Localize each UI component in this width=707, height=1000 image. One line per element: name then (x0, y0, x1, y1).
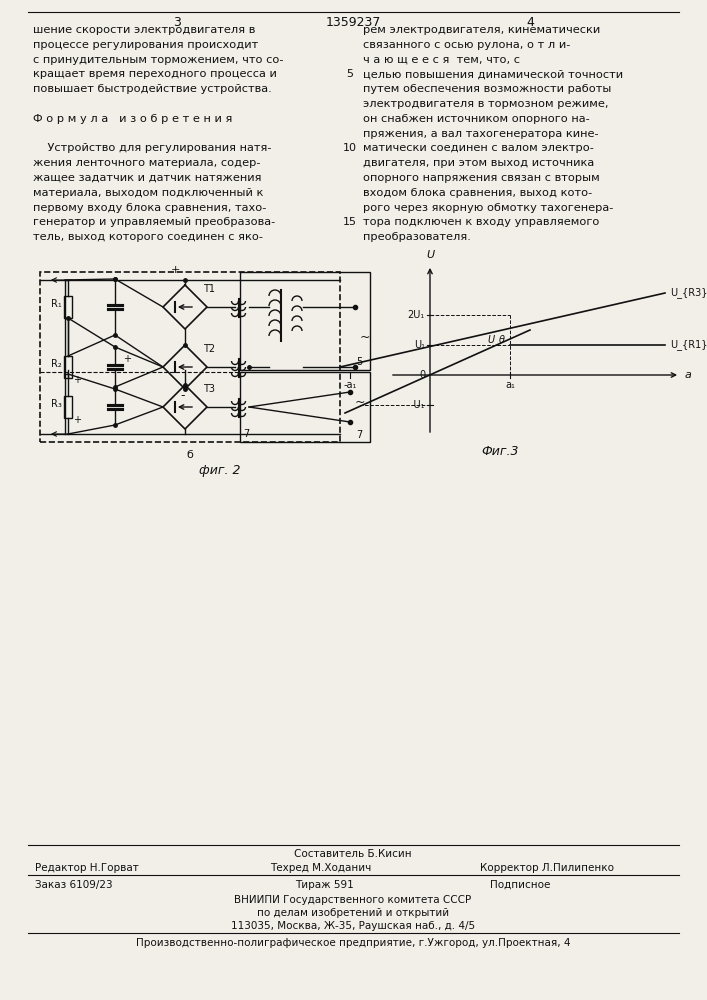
Text: 7: 7 (243, 429, 250, 439)
Text: Устройство для регулирования натя-: Устройство для регулирования натя- (33, 143, 271, 153)
Text: -: - (181, 389, 185, 402)
Text: R₂: R₂ (51, 359, 62, 369)
Text: ВНИИПИ Государственного комитета СССР: ВНИИПИ Государственного комитета СССР (235, 895, 472, 905)
Text: с принудительным торможением, что со-: с принудительным торможением, что со- (33, 55, 284, 65)
Bar (40, 272, 340, 442)
Text: он снабжен источником опорного на-: он снабжен источником опорного на- (363, 114, 590, 124)
Text: Фиг.3: Фиг.3 (481, 445, 519, 458)
Text: 0: 0 (419, 370, 425, 380)
Text: 5: 5 (356, 357, 362, 367)
Text: целью повышения динамической точности: целью повышения динамической точности (363, 69, 623, 79)
Text: R₃: R₃ (51, 399, 62, 409)
Text: U_θ: U_θ (487, 334, 505, 345)
Text: рем электродвигателя, кинематически: рем электродвигателя, кинематически (363, 25, 600, 35)
Text: а: а (685, 370, 692, 380)
Text: U_{R3}: U_{R3} (670, 288, 707, 298)
Bar (64, 356, 72, 378)
Text: ~: ~ (355, 395, 366, 408)
Text: входом блока сравнения, выход кото-: входом блока сравнения, выход кото- (363, 188, 592, 198)
Text: T1: T1 (203, 284, 215, 294)
Text: Производственно-полиграфическое предприятие, г.Ужгород, ул.Проектная, 4: Производственно-полиграфическое предприя… (136, 938, 571, 948)
Text: электродвигателя в тормозном режиме,: электродвигателя в тормозном режиме, (363, 99, 609, 109)
Text: матически соединен с валом электро-: матически соединен с валом электро- (363, 143, 594, 153)
Text: тель, выход которого соединен с яко-: тель, выход которого соединен с яко- (33, 232, 263, 242)
Text: Редактор Н.Горват: Редактор Н.Горват (35, 863, 139, 873)
Text: Корректор Л.Пилипенко: Корректор Л.Пилипенко (480, 863, 614, 873)
Text: +: + (73, 375, 81, 385)
Text: +: + (170, 265, 180, 275)
Text: T3: T3 (203, 384, 215, 394)
Text: +: + (123, 354, 131, 364)
Text: Ф о р м у л а   и з о б р е т е н и я: Ф о р м у л а и з о б р е т е н и я (33, 114, 233, 124)
Text: T2: T2 (203, 344, 215, 354)
Text: 4: 4 (526, 16, 534, 29)
Text: -U₁: -U₁ (411, 400, 425, 410)
Bar (64, 296, 72, 318)
Text: процессе регулирования происходит: процессе регулирования происходит (33, 40, 258, 50)
Text: шение скорости электродвигателя в: шение скорости электродвигателя в (33, 25, 255, 35)
Text: первому входу блока сравнения, тахо-: первому входу блока сравнения, тахо- (33, 203, 267, 213)
Text: по делам изобретений и открытий: по делам изобретений и открытий (257, 908, 449, 918)
Text: б: б (187, 450, 194, 460)
Text: а₁: а₁ (505, 380, 515, 390)
Text: U₁: U₁ (414, 340, 425, 350)
Text: кращает время переходного процесса и: кращает время переходного процесса и (33, 69, 277, 79)
Text: Подписное: Подписное (490, 880, 550, 890)
Text: рого через якорную обмотку тахогенера-: рого через якорную обмотку тахогенера- (363, 203, 614, 213)
Bar (64, 396, 72, 418)
Text: ~: ~ (360, 330, 370, 344)
Text: U_{R1}+U_{R2}: U_{R1}+U_{R2} (670, 340, 707, 350)
Text: -а₁: -а₁ (344, 380, 357, 390)
Text: 113035, Москва, Ж-35, Раушская наб., д. 4/5: 113035, Москва, Ж-35, Раушская наб., д. … (231, 921, 475, 931)
Text: ч а ю щ е е с я  тем, что, с: ч а ю щ е е с я тем, что, с (363, 55, 520, 65)
Text: генератор и управляемый преобразова-: генератор и управляемый преобразова- (33, 217, 275, 227)
Text: двигателя, при этом выход источника: двигателя, при этом выход источника (363, 158, 595, 168)
Text: тора подключен к входу управляемого: тора подключен к входу управляемого (363, 217, 600, 227)
Bar (240, 372, 370, 442)
Text: пряжения, а вал тахогенератора кине-: пряжения, а вал тахогенератора кине- (363, 129, 599, 139)
Text: повышает быстродействие устройства.: повышает быстродействие устройства. (33, 84, 271, 94)
Text: R₁: R₁ (51, 299, 62, 309)
Text: связанного с осью рулона, о т л и-: связанного с осью рулона, о т л и- (363, 40, 571, 50)
Text: фиг. 2: фиг. 2 (199, 464, 241, 477)
Text: Заказ 6109/23: Заказ 6109/23 (35, 880, 112, 890)
Text: Тираж 591: Тираж 591 (295, 880, 354, 890)
Text: 3: 3 (173, 16, 181, 29)
Text: Техред М.Ходанич: Техред М.Ходанич (270, 863, 371, 873)
Text: путем обеспечения возможности работы: путем обеспечения возможности работы (363, 84, 612, 94)
Bar (240, 272, 370, 370)
Text: 2U₁: 2U₁ (408, 310, 425, 320)
Text: 1359237: 1359237 (325, 16, 380, 29)
Text: жения ленточного материала, содер-: жения ленточного материала, содер- (33, 158, 260, 168)
Text: материала, выходом подключенный к: материала, выходом подключенный к (33, 188, 264, 198)
Text: опорного напряжения связан с вторым: опорного напряжения связан с вторым (363, 173, 600, 183)
Text: преобразователя.: преобразователя. (363, 232, 471, 242)
Text: 5: 5 (346, 69, 354, 79)
Text: Составитель Б.Кисин: Составитель Б.Кисин (294, 849, 411, 859)
Text: 15: 15 (343, 217, 357, 227)
Text: +: + (73, 415, 81, 425)
Text: U: U (426, 250, 434, 260)
Text: 7: 7 (356, 430, 362, 440)
Text: жащее задатчик и датчик натяжения: жащее задатчик и датчик натяжения (33, 173, 262, 183)
Text: 10: 10 (343, 143, 357, 153)
